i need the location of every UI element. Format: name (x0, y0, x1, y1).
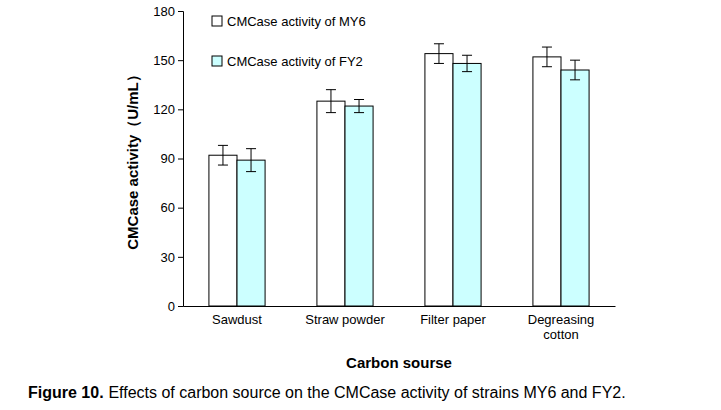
x-axis: Sawdust Straw powder Filter paper Degreasin… (184, 306, 616, 342)
error-bar (326, 90, 336, 113)
error-bar (570, 60, 580, 80)
y-tick: 60 (161, 200, 183, 215)
error-bar (246, 149, 256, 172)
error-bar (218, 145, 228, 165)
x-tick: Degreasingcotton (528, 306, 595, 342)
y-tick-mark (178, 109, 183, 110)
y-tick: 30 (161, 249, 183, 264)
chart: 0 30 60 90 120 150 180 Sawdust Straw powder Filte… (0, 0, 721, 410)
legend: CMCase activity of MY6 CMCase activity of… (212, 14, 366, 69)
bar-series (237, 55, 589, 306)
x-tick-label: Degreasingcotton (528, 312, 595, 342)
legend-label: CMCase activity of MY6 (227, 14, 366, 29)
y-axis-title: CMCase activity（U/mL） (124, 67, 141, 250)
bar (345, 106, 373, 306)
y-tick: 90 (161, 151, 183, 166)
y-tick-mark (178, 60, 183, 61)
caption-prefix: Figure 10. (28, 384, 104, 401)
legend-swatch (212, 56, 222, 66)
y-tick-label: 150 (153, 53, 175, 68)
y-axis: 0 30 60 90 120 150 180 (153, 4, 183, 314)
y-tick-mark (178, 306, 183, 307)
y-tick-label: 0 (168, 299, 175, 314)
y-tick-label: 30 (161, 249, 175, 264)
legend-entry: CMCase activity of MY6 (212, 14, 366, 29)
y-axis-line (178, 12, 184, 307)
legend-swatch (212, 16, 222, 26)
bar (561, 70, 589, 306)
bar (209, 155, 237, 306)
bar (237, 160, 265, 306)
x-tick-label: Filter paper (420, 312, 486, 327)
bar-series (209, 44, 561, 306)
y-tick-label: 90 (161, 151, 175, 166)
error-bar (354, 100, 364, 113)
bar (453, 63, 481, 306)
bar (317, 101, 345, 306)
error-bar (462, 55, 472, 71)
y-tick-mark (178, 11, 183, 12)
y-tick-mark (178, 159, 183, 160)
error-bar (542, 47, 552, 67)
x-tick: Straw powder (305, 306, 385, 327)
bar (425, 54, 453, 306)
y-tick: 180 (153, 4, 183, 19)
y-tick-mark (178, 208, 183, 209)
x-tick: Filter paper (420, 306, 486, 327)
x-axis-title: Carbon sourse (346, 354, 452, 371)
y-tick-label: 60 (161, 200, 175, 215)
caption-text: Effects of carbon source on the CMCase a… (108, 384, 625, 401)
y-tick: 120 (153, 102, 183, 117)
x-axis-line (184, 306, 616, 307)
y-tick-label: 120 (153, 102, 175, 117)
x-tick-label: Sawdust (212, 312, 262, 327)
y-tick-mark (178, 257, 183, 258)
y-tick: 0 (168, 299, 183, 314)
y-tick: 150 (153, 53, 183, 68)
x-tick-label: Straw powder (305, 312, 385, 327)
legend-entry: CMCase activity of FY2 (212, 54, 363, 69)
plot-area (209, 44, 589, 306)
bar (533, 57, 561, 306)
error-bar (434, 44, 444, 64)
legend-label: CMCase activity of FY2 (227, 54, 363, 69)
x-tick: Sawdust (212, 306, 262, 327)
caption: Figure 10.Effects of carbon source on th… (28, 384, 626, 401)
y-tick-label: 180 (153, 4, 175, 19)
